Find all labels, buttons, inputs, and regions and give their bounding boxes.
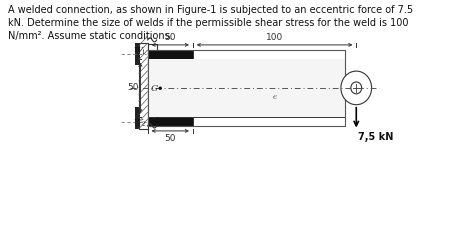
Bar bbox=[148, 44, 157, 126]
Circle shape bbox=[351, 82, 362, 94]
Text: 100: 100 bbox=[266, 33, 283, 42]
Bar bbox=[148, 117, 193, 126]
Text: 50: 50 bbox=[164, 134, 176, 143]
Bar bbox=[193, 117, 345, 126]
Text: $G$$\bullet$: $G$$\bullet$ bbox=[150, 82, 164, 93]
FancyBboxPatch shape bbox=[135, 107, 140, 129]
Text: 7,5 kN: 7,5 kN bbox=[358, 132, 393, 143]
Text: $e$: $e$ bbox=[272, 92, 277, 101]
Text: kN. Determine the size of welds if the permissible shear stress for the weld is : kN. Determine the size of welds if the p… bbox=[8, 18, 408, 28]
Text: 50: 50 bbox=[127, 83, 138, 92]
FancyBboxPatch shape bbox=[135, 43, 140, 65]
Text: $W_2$: $W_2$ bbox=[133, 118, 146, 129]
Text: N/mm². Assume static conditions.: N/mm². Assume static conditions. bbox=[8, 31, 173, 41]
Bar bbox=[148, 50, 345, 126]
Text: A welded connection, as shown in Figure-1 is subjected to an eccentric force of : A welded connection, as shown in Figure-… bbox=[8, 5, 413, 15]
Bar bbox=[193, 50, 345, 59]
Circle shape bbox=[341, 71, 372, 105]
Bar bbox=[148, 59, 345, 117]
Text: $W_1$: $W_1$ bbox=[133, 45, 146, 57]
Bar bbox=[138, 43, 148, 129]
Bar bbox=[148, 50, 193, 59]
Text: 50: 50 bbox=[164, 33, 176, 42]
